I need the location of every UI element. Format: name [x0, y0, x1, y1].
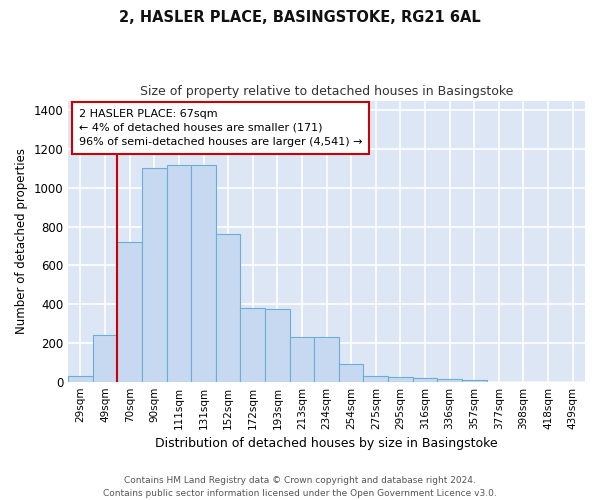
Y-axis label: Number of detached properties: Number of detached properties	[15, 148, 28, 334]
Bar	[142, 168, 167, 382]
Bar	[388, 377, 413, 382]
Text: Contains HM Land Registry data © Crown copyright and database right 2024.
Contai: Contains HM Land Registry data © Crown c…	[103, 476, 497, 498]
Bar	[68, 376, 93, 382]
X-axis label: Distribution of detached houses by size in Basingstoke: Distribution of detached houses by size …	[155, 437, 498, 450]
Bar	[216, 234, 241, 382]
Title: Size of property relative to detached houses in Basingstoke: Size of property relative to detached ho…	[140, 85, 513, 98]
Bar	[437, 379, 462, 382]
Bar	[241, 308, 265, 382]
Bar	[290, 337, 314, 382]
Bar	[364, 376, 388, 382]
Bar	[118, 242, 142, 382]
Bar	[191, 164, 216, 382]
Text: 2 HASLER PLACE: 67sqm
← 4% of detached houses are smaller (171)
96% of semi-deta: 2 HASLER PLACE: 67sqm ← 4% of detached h…	[79, 109, 362, 147]
Bar	[413, 378, 437, 382]
Text: 2, HASLER PLACE, BASINGSTOKE, RG21 6AL: 2, HASLER PLACE, BASINGSTOKE, RG21 6AL	[119, 10, 481, 25]
Bar	[93, 335, 118, 382]
Bar	[462, 380, 487, 382]
Bar	[314, 337, 339, 382]
Bar	[339, 364, 364, 382]
Bar	[265, 309, 290, 382]
Bar	[167, 164, 191, 382]
